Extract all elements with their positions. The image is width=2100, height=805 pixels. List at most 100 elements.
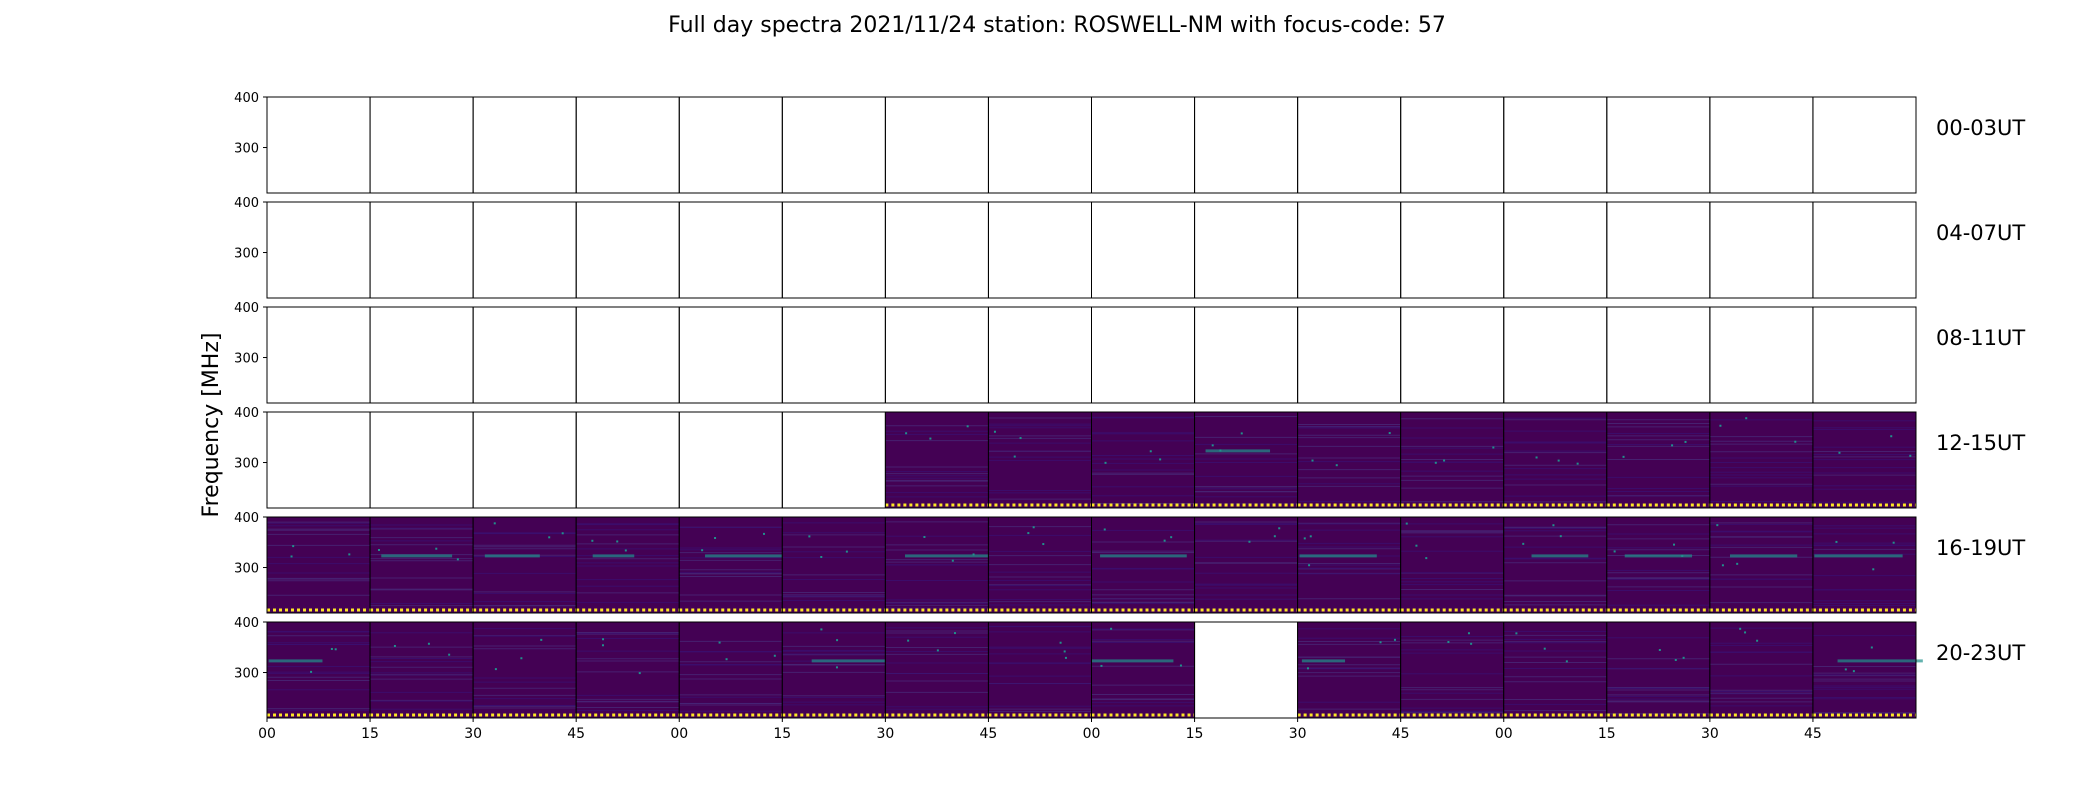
speckle xyxy=(820,555,823,558)
speckle xyxy=(1163,539,1166,542)
spectrum-panel xyxy=(472,306,577,404)
speckle xyxy=(1393,638,1396,641)
x-tick-label: 45 xyxy=(980,726,998,742)
interference-band xyxy=(381,554,453,558)
spectrum-panel xyxy=(575,411,680,509)
spectrum-panel xyxy=(1297,621,1402,719)
spectrum-panel xyxy=(266,411,371,509)
panel-frame xyxy=(1194,201,1299,299)
speckle xyxy=(1736,562,1739,565)
spectrum-panel xyxy=(1297,201,1402,299)
spectrum-heatmap xyxy=(679,517,783,613)
spectrum-panel xyxy=(369,96,474,194)
speckle xyxy=(1872,568,1875,571)
spectrum-panel xyxy=(1503,516,1608,614)
panel-frame xyxy=(266,201,371,299)
panel-frame xyxy=(575,411,680,509)
spectrum-panel xyxy=(1606,96,1711,194)
spectrum-panel xyxy=(369,621,474,719)
speckle xyxy=(951,559,954,562)
speckle xyxy=(493,522,496,525)
panel-frame xyxy=(884,96,989,194)
spectrum-panel xyxy=(369,306,474,404)
spectrum-heatmap xyxy=(1812,622,1916,718)
speckle xyxy=(1719,424,1722,427)
spectrum-heatmap xyxy=(267,517,371,613)
spectrum-panel xyxy=(987,621,1092,719)
speckle xyxy=(638,672,641,675)
panel-frame xyxy=(1091,306,1196,404)
spectrum-panel xyxy=(1091,411,1196,509)
speckle xyxy=(1100,664,1103,667)
interference-band xyxy=(1729,554,1798,558)
spectrum-panel xyxy=(1606,621,1711,719)
panel-frame xyxy=(1400,201,1505,299)
speckle xyxy=(1721,564,1724,567)
speckle xyxy=(1027,532,1030,535)
spectrum-heatmap xyxy=(1503,412,1607,508)
spectrum-panel xyxy=(266,516,371,614)
spectrum-heatmap xyxy=(1709,412,1813,508)
speckle xyxy=(616,540,619,543)
row-label: 08-11UT xyxy=(1936,326,2025,350)
speckle xyxy=(1870,646,1873,649)
spectrum-panel xyxy=(884,96,989,194)
panel-frame xyxy=(1606,201,1711,299)
y-tick-label: 400 xyxy=(234,616,259,631)
spectrum-panel xyxy=(781,96,886,194)
spectrum-panel xyxy=(884,306,989,404)
speckle xyxy=(290,555,293,558)
spectrum-panel xyxy=(1297,96,1402,194)
speckle xyxy=(1306,667,1309,670)
spectrum-panel xyxy=(1091,306,1196,404)
speckle xyxy=(762,532,765,535)
row-label: 12-15UT xyxy=(1936,431,2025,455)
speckle xyxy=(845,550,848,553)
x-tick-label: 00 xyxy=(258,726,276,742)
x-tick-label: 00 xyxy=(670,726,688,742)
spectrum-panel xyxy=(884,516,990,614)
spectrum-heatmap xyxy=(473,517,577,613)
speckle xyxy=(1059,641,1062,644)
spectrum-panel xyxy=(1194,306,1299,404)
panel-frame xyxy=(1194,96,1299,194)
panel-frame xyxy=(1194,621,1299,719)
spectrum-heatmap xyxy=(782,622,886,718)
speckle xyxy=(427,642,430,645)
speckle xyxy=(1467,632,1470,635)
spectrum-panel xyxy=(1503,201,1608,299)
spectrum-panel xyxy=(987,516,1092,614)
speckle xyxy=(1379,641,1382,644)
speckle xyxy=(292,545,295,548)
speckle xyxy=(1170,536,1173,539)
speckle xyxy=(1425,557,1428,560)
speckle xyxy=(1543,647,1546,650)
spectrum-panel xyxy=(1400,516,1505,614)
speckle xyxy=(1063,650,1066,653)
interference-band xyxy=(1299,554,1377,558)
panel-frame xyxy=(472,96,577,194)
interference-band xyxy=(268,659,323,663)
speckle xyxy=(1470,642,1473,645)
panel-frame xyxy=(781,201,886,299)
x-tick-label: 30 xyxy=(464,726,482,742)
interference-band xyxy=(705,554,786,558)
x-tick-label: 45 xyxy=(1804,726,1822,742)
speckle xyxy=(1682,656,1685,659)
speckle xyxy=(601,644,604,647)
speckle xyxy=(1042,543,1045,546)
interference-band xyxy=(1814,554,1903,558)
spectrum-heatmap xyxy=(1709,622,1813,718)
spectrum-panel xyxy=(1091,201,1196,299)
x-tick-label: 45 xyxy=(567,726,585,742)
x-tick-label: 15 xyxy=(773,726,791,742)
spectrum-panel xyxy=(369,411,474,509)
spectrum-panel xyxy=(1194,96,1299,194)
speckle xyxy=(1443,459,1446,462)
speckle xyxy=(334,648,337,651)
spectrum-heatmap xyxy=(576,622,680,718)
spectrum-panel xyxy=(1297,411,1402,509)
panel-frame xyxy=(884,306,989,404)
spectrum-panel xyxy=(575,621,680,719)
row-label: 16-19UT xyxy=(1936,536,2025,560)
